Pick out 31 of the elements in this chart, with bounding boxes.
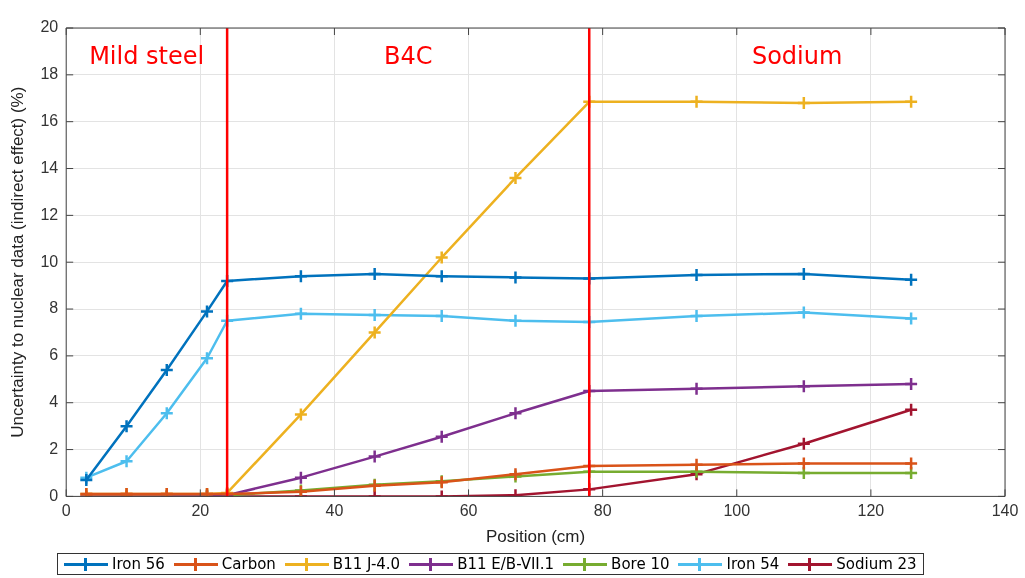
y-tick-label: 20 (40, 18, 59, 36)
x-tick-label: 120 (857, 502, 885, 520)
x-tick-label: 60 (459, 502, 478, 520)
y-tick-label: 10 (40, 252, 59, 270)
y-tick-label: 18 (40, 65, 59, 83)
legend-label: Sodium 23 (836, 555, 917, 573)
y-tick-label: 6 (49, 346, 59, 364)
x-axis-title: Position (cm) (486, 527, 586, 547)
y-tick-label: 12 (40, 205, 59, 223)
y-tick-label: 4 (49, 393, 59, 411)
y-tick-label: 16 (40, 112, 59, 130)
y-tick-label: 14 (40, 158, 59, 176)
y-tick-label: 2 (49, 439, 59, 457)
y-tick-label: 0 (49, 486, 59, 504)
x-tick-label: 0 (61, 502, 71, 520)
legend-label: B11 E/B-VII.1 (457, 555, 555, 573)
x-tick-label: 100 (723, 502, 751, 520)
annotation: B4C (383, 42, 433, 71)
legend-label: Iron 56 (112, 555, 165, 573)
x-tick-label: 40 (325, 502, 344, 520)
annotation: Sodium (751, 42, 843, 71)
y-tick-label: 8 (49, 299, 59, 317)
y-axis-title: Uncertainty to nuclear data (indirect effect) (%) (7, 86, 27, 438)
legend-label: Iron 54 (726, 555, 780, 573)
legend-label: Carbon (221, 555, 276, 573)
legend-label: B11 J-4.0 (332, 555, 401, 573)
x-tick-label: 80 (593, 502, 612, 520)
annotation: Mild steel (89, 42, 205, 71)
legend-label: Bore 10 (611, 555, 670, 573)
x-tick-label: 20 (191, 502, 210, 520)
x-tick-label: 140 (991, 502, 1019, 520)
